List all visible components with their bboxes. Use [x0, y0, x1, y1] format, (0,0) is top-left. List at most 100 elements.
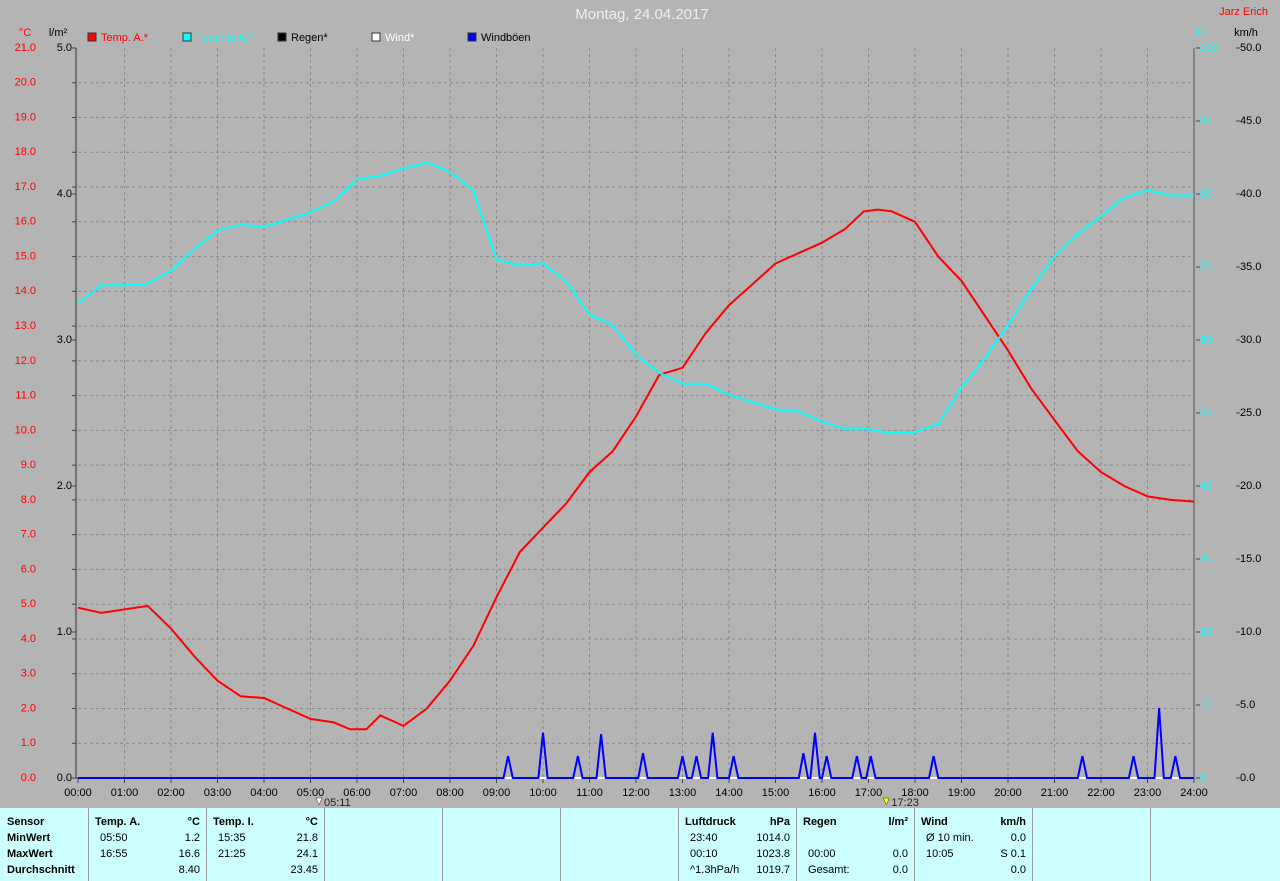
x-tick-label: 15:00 [762, 787, 790, 799]
x-tick-label: 12:00 [622, 787, 650, 799]
row-label: MinWert [7, 832, 51, 844]
row-label: Sensor [7, 816, 45, 828]
x-tick-label: 16:00 [808, 787, 836, 799]
column-divider [324, 808, 325, 881]
x-tick-label: 01:00 [111, 787, 139, 799]
summary-table: Sensor MinWert MaxWert Durchschnitt Temp. A.… [0, 808, 1280, 881]
cell-value: 16.6 [178, 848, 200, 860]
y-tick-label: 4.0 [21, 633, 36, 645]
legend-swatch [467, 32, 477, 42]
x-tick-label: 00:00 [64, 787, 92, 799]
x-tick-label: 14:00 [715, 787, 743, 799]
y-tick-label: 8.0 [21, 494, 36, 506]
sun-marker [882, 797, 890, 806]
legend-swatch [277, 32, 287, 42]
y-tick-label: 14.0 [15, 285, 36, 297]
sun-marker [315, 797, 323, 806]
x-tick-label: 23:00 [1134, 787, 1162, 799]
x-tick-label: 17:00 [855, 787, 883, 799]
x-tick-label: 21:00 [1041, 787, 1069, 799]
y-tick-label: 9.0 [21, 459, 36, 471]
y-tick-label: 40.0 [1240, 188, 1261, 200]
x-tick-label: 05:00 [297, 787, 325, 799]
legend-label: Regen* [291, 32, 328, 44]
y-tick-label: 12.0 [15, 355, 36, 367]
cell-value: 21.8 [296, 832, 318, 844]
y-tick-label: 17.0 [15, 181, 36, 193]
y-tick-label: 10 [1200, 699, 1212, 711]
legend-swatch [87, 32, 97, 42]
column-divider [796, 808, 797, 881]
cell-time: 21:25 [218, 848, 246, 860]
y-tick-label: 3.0 [57, 334, 72, 346]
y-tick-label: 0.0 [21, 772, 36, 784]
y-tick-label: 4.0 [57, 188, 72, 200]
y-tick-label: 21.0 [15, 42, 36, 54]
cell-value: 1014.0 [756, 832, 790, 844]
cell-time: 15:35 [218, 832, 246, 844]
x-tick-label: 24:00 [1180, 787, 1208, 799]
column-divider [442, 808, 443, 881]
x-tick-label: 11:00 [576, 787, 603, 799]
chart: Montag, 24.04.2017 Jarz Erich 00:00 01:00… [14, 5, 1268, 808]
y-tick-label: 50 [1200, 407, 1212, 419]
y-tick-label: 0.0 [1240, 772, 1255, 784]
chart-title: Montag, 24.04.2017 [575, 6, 708, 23]
x-tick-label: 20:00 [994, 787, 1022, 799]
y-tick-label: 40 [1200, 480, 1212, 492]
y-tick-label: 35.0 [1240, 261, 1261, 273]
y-tick-label: 20.0 [15, 77, 36, 89]
axis-unit: % [1195, 27, 1205, 39]
legend-swatch [371, 32, 381, 42]
y-tick-label: 0.0 [57, 772, 72, 784]
column-divider [678, 808, 679, 881]
x-tick-label: 10:00 [529, 787, 557, 799]
y-tick-label: 25.0 [1240, 407, 1261, 419]
y-tick-label: 30.0 [1240, 334, 1261, 346]
x-tick-label: 18:00 [901, 787, 929, 799]
cell-value: S 0.1 [1000, 848, 1026, 860]
legend-label: Wind* [385, 32, 415, 44]
y-tick-label: 20.0 [1240, 480, 1261, 492]
y-tick-label: 70 [1200, 261, 1212, 273]
y-tick-label: 90 [1200, 115, 1212, 127]
group-name: Temp. I. [213, 816, 254, 828]
legend-label: Temp. A.* [101, 32, 149, 44]
group-unit: °C [187, 816, 200, 828]
y-tick-label: 1.0 [21, 737, 36, 749]
cell-time: ^1.3hPa/h [690, 864, 740, 876]
y-tick-label: 45.0 [1240, 115, 1261, 127]
cell-value: 8.40 [178, 864, 200, 876]
sun-label: 17:23 [891, 797, 919, 808]
x-tick-label: 06:00 [343, 787, 371, 799]
cell-time: 05:50 [100, 832, 128, 844]
y-tick-label: 5.0 [57, 42, 72, 54]
group-name: Wind [921, 816, 948, 828]
y-tick-label: 10.0 [15, 424, 36, 436]
column-divider [1150, 808, 1151, 881]
cell-time: 23:40 [690, 832, 718, 844]
legend-swatch [182, 32, 192, 42]
column-divider [206, 808, 207, 881]
cell-time: 10:05 [926, 848, 954, 860]
series-line [78, 707, 1194, 779]
x-tick-label: 09:00 [483, 787, 511, 799]
column-divider [560, 808, 561, 881]
cell-value: 23.45 [290, 864, 318, 876]
y-tick-label: 18.0 [15, 146, 36, 158]
column-divider [1032, 808, 1033, 881]
y-tick-label: 20 [1200, 626, 1212, 638]
legend-label: Feuchte A.* [196, 32, 254, 44]
y-tick-label: 1.0 [57, 626, 72, 638]
y-tick-label: 10.0 [1240, 626, 1261, 638]
y-tick-label: 80 [1200, 188, 1212, 200]
cell-value: 24.1 [296, 848, 318, 860]
y-tick-label: 3.0 [21, 668, 36, 680]
group-name: Regen [803, 816, 837, 828]
x-tick-label: 04:00 [250, 787, 278, 799]
x-tick-label: 13:00 [669, 787, 697, 799]
group-unit: hPa [769, 816, 790, 828]
y-tick-label: 15.0 [15, 250, 36, 262]
group-name: Luftdruck [685, 816, 736, 828]
